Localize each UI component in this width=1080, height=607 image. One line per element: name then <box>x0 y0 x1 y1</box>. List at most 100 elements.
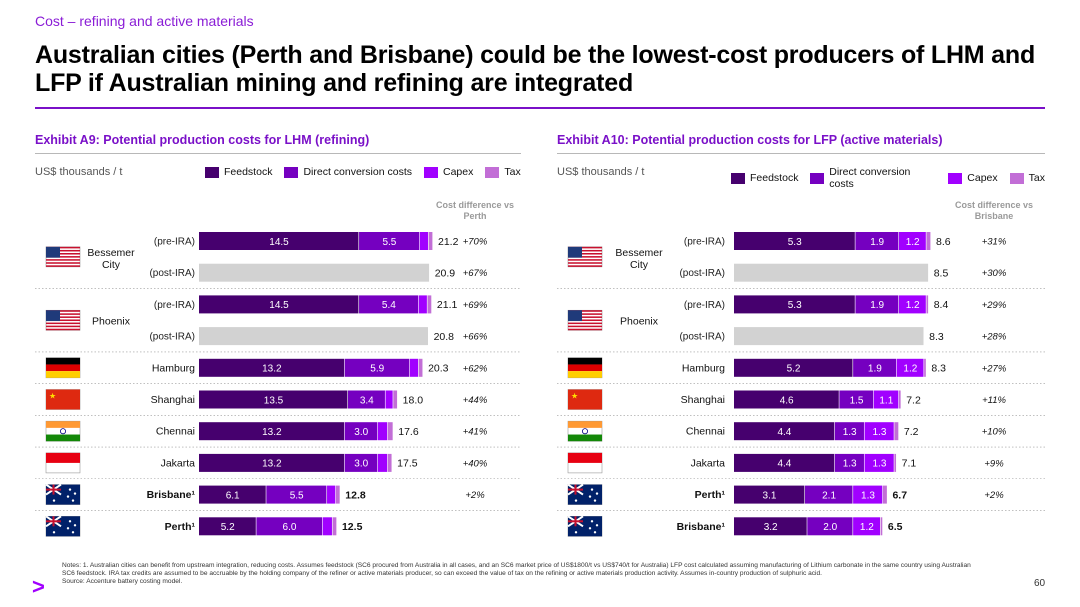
flag-stripe <box>568 256 602 258</box>
cost-difference-header: Cost difference vs Brisbane <box>954 200 1034 221</box>
segment-label: 5.5 <box>382 237 396 248</box>
bar-segment <box>393 390 398 409</box>
exhibit-divider <box>35 153 521 154</box>
city-label: Bessemer <box>615 247 663 259</box>
flag-stripe <box>568 310 602 312</box>
segment-label: 3.2 <box>764 522 778 533</box>
bar-segment <box>387 422 393 441</box>
flag-band <box>46 452 80 463</box>
row-sublabel: (pre-IRA) <box>154 237 195 248</box>
legend-item-direct-conversion: Direct conversion costs <box>284 166 412 178</box>
cost-difference-value: +70% <box>463 237 488 248</box>
exhibit-divider <box>557 153 1045 154</box>
city-label: Brisbane¹ <box>147 489 196 501</box>
segment-label: 1.2 <box>903 364 917 375</box>
bar-segment <box>805 485 853 504</box>
city-label: City <box>630 259 649 271</box>
source-text: Source: Accenture battery costing model. <box>62 578 183 585</box>
bar-segment <box>377 453 388 472</box>
bar-segment <box>409 358 419 377</box>
legend-swatch <box>731 172 745 184</box>
flag-stripe <box>568 325 602 328</box>
flag-stripe <box>46 325 80 328</box>
segment-label: 1.1 <box>879 395 893 406</box>
legend-label: Direct conversion costs <box>829 166 911 190</box>
flag-stripe <box>46 328 80 331</box>
segment-label: 1.9 <box>870 300 884 311</box>
flag-band <box>568 452 602 463</box>
cost-difference-value: +9% <box>984 458 1004 469</box>
flag-star <box>590 488 594 491</box>
bar-segment <box>734 358 853 377</box>
cost-difference-value: +44% <box>463 395 488 406</box>
flag-stripe <box>568 313 602 315</box>
segment-label: 5.4 <box>382 300 396 311</box>
bar-segment <box>344 358 410 377</box>
bar-segment <box>332 517 337 536</box>
segment-label: 3.1 <box>763 490 777 501</box>
flag-stripe <box>568 249 602 252</box>
flag-stripe <box>568 265 602 267</box>
segment-label: 13.2 <box>262 364 282 375</box>
bar-segment <box>734 263 929 282</box>
chart-legend: Feedstock Direct conversion costs Capex … <box>731 166 1045 190</box>
flag-star <box>595 524 599 527</box>
bar-segment <box>199 422 345 441</box>
bar-segment <box>418 358 423 377</box>
legend-item-tax: Tax <box>1009 172 1045 184</box>
legend-swatch <box>810 172 825 184</box>
units-label: US$ thousands / t <box>35 166 123 178</box>
flag-star <box>574 531 578 534</box>
city-label: Jakarta <box>691 457 726 469</box>
bar-segment <box>839 390 874 409</box>
bar-segment <box>734 390 839 409</box>
bar-segment <box>427 295 432 314</box>
bar-segment <box>327 485 336 504</box>
bar-segment <box>734 295 855 314</box>
total-label: 17.5 <box>397 458 418 470</box>
flag-stripe <box>46 310 80 312</box>
bar-segment <box>344 422 378 441</box>
flag-stripe <box>46 262 80 264</box>
total-label: 12.5 <box>342 521 363 533</box>
bar-segment <box>199 358 345 377</box>
legend-swatch <box>485 166 500 178</box>
flag-star <box>593 531 597 534</box>
segment-label: 4.4 <box>777 427 791 438</box>
bar-segment <box>256 517 323 536</box>
total-label: 8.3 <box>931 363 946 375</box>
segment-label: 1.3 <box>843 459 857 470</box>
total-label: 6.7 <box>892 489 907 501</box>
segment-label: 1.3 <box>873 427 887 438</box>
cost-difference-value: +31% <box>982 237 1007 248</box>
flag-stripe <box>46 319 80 322</box>
bar-segment <box>896 358 924 377</box>
bar-segment <box>199 327 428 346</box>
segment-label: 5.3 <box>788 237 802 248</box>
flag-stripe <box>568 246 602 249</box>
bar-segment <box>807 517 853 536</box>
bar-segment <box>853 517 881 536</box>
flag-stripe <box>46 256 80 258</box>
units-label: US$ thousands / t <box>557 166 645 178</box>
flag-band <box>46 357 80 365</box>
australia-flag-icon <box>567 483 603 505</box>
bar-segment <box>898 295 926 314</box>
flag-star <box>588 495 592 498</box>
flag-field <box>568 389 602 410</box>
bar-segment <box>734 327 924 346</box>
segment-label: 14.5 <box>269 300 289 311</box>
bar-segment <box>199 453 345 472</box>
legend-label: Capex <box>967 172 998 184</box>
flag-stripe <box>46 253 80 255</box>
flag-stripe <box>46 316 80 318</box>
segment-label: 13.2 <box>262 427 282 438</box>
flag-star <box>66 495 70 498</box>
segment-label: 1.3 <box>873 459 887 470</box>
lhm-cost-chart: (pre-IRA) 14.5 5.5 21.2 +70% (post-IRA) 20.9 +6… <box>35 232 521 537</box>
legend-swatch <box>424 166 438 178</box>
segment-label: 4.6 <box>780 395 794 406</box>
footnotes: Notes: 1. Australian cities can benefit … <box>62 562 972 586</box>
flag-band <box>568 357 602 365</box>
indonesia-flag-icon <box>45 452 81 474</box>
